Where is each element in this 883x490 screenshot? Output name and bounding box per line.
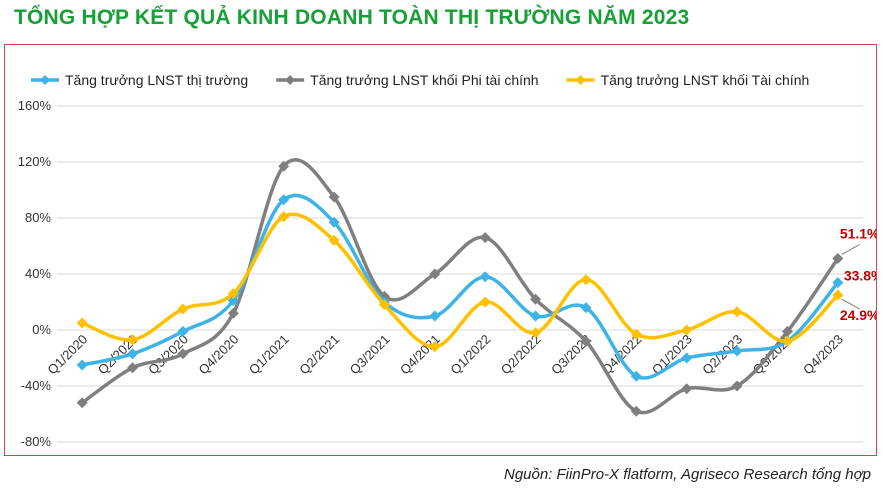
data-point [580, 274, 592, 286]
legend-label: Tăng trưởng LNST khối Tài chính [601, 72, 810, 88]
series-line [81, 212, 840, 349]
data-point [731, 380, 743, 392]
y-axis-ticks: -80% -40% 0% 40% 80% 120% 160% [18, 98, 52, 449]
data-point [731, 345, 743, 357]
data-point [127, 334, 139, 346]
data-point [832, 252, 844, 264]
chart-title: TỔNG HỢP KẾT QUẢ KINH DOANH TOÀN THỊ TRƯ… [14, 6, 690, 29]
data-point [731, 306, 743, 318]
data-point [530, 310, 542, 322]
end-value-annotation: 24.9% [840, 298, 880, 323]
series-line [81, 193, 840, 380]
data-point [76, 397, 88, 409]
data-point [530, 293, 542, 305]
y-tick-label: -40% [21, 378, 52, 393]
legend: Tăng trưởng LNST thị trường Tăng trưởng L… [31, 72, 809, 88]
data-point [832, 289, 844, 301]
y-tick-label: 0% [32, 322, 51, 337]
y-tick-label: 40% [25, 266, 51, 281]
chart-frame: Tăng trưởng LNST thị trường Tăng trưởng L… [4, 44, 883, 456]
legend-swatch-marker [575, 75, 586, 85]
data-point [429, 268, 441, 280]
y-tick-label: -80% [21, 434, 52, 449]
data-point [76, 359, 88, 371]
annotation-label: 33.8% [844, 268, 876, 284]
data-point [227, 307, 239, 319]
data-point [580, 302, 592, 314]
series-3 [76, 211, 844, 353]
series-group [76, 158, 844, 417]
source-note: Nguồn: FiinPro-X flatform, Agriseco Rese… [503, 466, 871, 483]
leader-line [841, 298, 861, 310]
x-tick-label: Q2/2021 [296, 332, 342, 378]
data-point [227, 288, 239, 300]
data-point [328, 234, 340, 246]
data-point [127, 362, 139, 374]
series-2 [76, 158, 844, 417]
series-line [81, 158, 840, 415]
data-point [630, 328, 642, 340]
legend-swatch-marker [40, 75, 50, 85]
data-point [479, 271, 491, 283]
grid-lines [57, 105, 863, 443]
data-point [278, 160, 290, 172]
data-point [278, 194, 290, 206]
x-tick-label: Q1/2022 [447, 332, 493, 378]
data-point [127, 348, 139, 360]
data-point [479, 296, 491, 308]
y-tick-label: 160% [18, 98, 52, 113]
x-tick-label: Q1/2020 [44, 332, 90, 378]
series-1 [76, 193, 844, 382]
data-point [681, 324, 693, 336]
line-chart: Tăng trưởng LNST thị trường Tăng trưởng L… [18, 72, 883, 449]
legend-item: Tăng trưởng LNST thị trường [31, 72, 248, 88]
data-point [580, 335, 592, 347]
leader-line [841, 244, 861, 255]
data-point [630, 405, 642, 417]
y-tick-label: 80% [25, 210, 51, 225]
data-point [378, 299, 390, 311]
annotation-label: 51.1% [840, 225, 876, 241]
end-value-annotation: 51.1% [840, 225, 880, 255]
data-point [177, 348, 189, 360]
data-point [479, 232, 491, 244]
x-tick-label: Q4/2020 [196, 332, 242, 378]
x-tick-label: Q4/2021 [397, 332, 443, 378]
x-tick-label: Q1/2021 [246, 332, 292, 378]
annotation-label: 24.9% [840, 307, 876, 323]
data-point [630, 370, 642, 382]
data-point [76, 317, 88, 329]
data-point [177, 303, 189, 315]
x-axis-ticks: Q1/2020 Q2/2020 Q3/2020 Q4/2020 Q1/2021 Q2/20… [44, 332, 845, 378]
data-point [832, 277, 844, 289]
data-point [781, 335, 793, 347]
data-point [328, 191, 340, 203]
data-point [681, 352, 693, 364]
y-tick-label: 120% [18, 154, 52, 169]
data-point [429, 341, 441, 353]
legend-item: Tăng trưởng LNST khối Phi tài chính [276, 72, 539, 88]
data-point [681, 383, 693, 395]
data-point [328, 216, 340, 228]
x-tick-label: Q3/2021 [347, 332, 393, 378]
end-value-annotation: 33.8% [844, 268, 883, 284]
data-point [530, 327, 542, 339]
data-point [278, 211, 290, 223]
data-point [781, 325, 793, 337]
legend-label: Tăng trưởng LNST thị trường [65, 72, 248, 88]
legend-swatch-marker [285, 75, 296, 85]
data-point [429, 310, 441, 322]
annotations: 51.1% 33.8% 24.9% [840, 225, 883, 323]
legend-item: Tăng trưởng LNST khối Tài chính [566, 72, 810, 88]
x-tick-label: Q4/2023 [800, 332, 846, 378]
data-point [177, 325, 189, 337]
legend-label: Tăng trưởng LNST khối Phi tài chính [310, 72, 538, 88]
x-tick-label: Q2/2022 [498, 332, 544, 378]
